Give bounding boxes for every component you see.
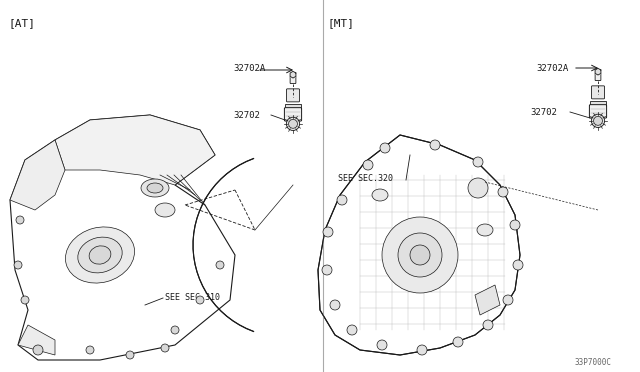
Circle shape <box>513 260 523 270</box>
Ellipse shape <box>477 224 493 236</box>
Circle shape <box>126 351 134 359</box>
Circle shape <box>323 227 333 237</box>
Circle shape <box>410 245 430 265</box>
Ellipse shape <box>89 246 111 264</box>
FancyBboxPatch shape <box>591 86 605 99</box>
Ellipse shape <box>147 183 163 193</box>
Circle shape <box>468 178 488 198</box>
Circle shape <box>503 295 513 305</box>
Circle shape <box>380 143 390 153</box>
Circle shape <box>377 340 387 350</box>
Text: [MT]: [MT] <box>328 18 355 28</box>
Bar <box>590 101 605 106</box>
Circle shape <box>591 114 605 128</box>
Circle shape <box>430 140 440 150</box>
Ellipse shape <box>65 227 134 283</box>
Polygon shape <box>595 68 601 75</box>
FancyBboxPatch shape <box>287 89 300 102</box>
Circle shape <box>171 326 179 334</box>
Ellipse shape <box>141 179 169 197</box>
Circle shape <box>382 217 458 293</box>
Text: 32702A: 32702A <box>536 64 568 73</box>
Circle shape <box>483 320 493 330</box>
Polygon shape <box>475 285 500 315</box>
Circle shape <box>286 117 300 131</box>
Text: SEE SEC.310: SEE SEC.310 <box>165 294 220 302</box>
Circle shape <box>33 345 43 355</box>
FancyBboxPatch shape <box>290 76 296 83</box>
Circle shape <box>347 325 357 335</box>
Circle shape <box>498 187 508 197</box>
Ellipse shape <box>78 237 122 273</box>
Text: [AT]: [AT] <box>8 18 35 28</box>
Circle shape <box>289 119 298 128</box>
Text: 32702A: 32702A <box>233 64 265 73</box>
Circle shape <box>161 344 169 352</box>
Circle shape <box>510 220 520 230</box>
Text: 32702: 32702 <box>530 108 557 116</box>
Circle shape <box>337 195 347 205</box>
Circle shape <box>21 296 29 304</box>
Text: SEE SEC.320: SEE SEC.320 <box>338 173 393 183</box>
Polygon shape <box>10 140 65 210</box>
Circle shape <box>16 216 24 224</box>
Circle shape <box>453 337 463 347</box>
Circle shape <box>593 116 602 125</box>
Ellipse shape <box>372 189 388 201</box>
FancyBboxPatch shape <box>595 73 601 80</box>
Polygon shape <box>18 325 55 355</box>
Ellipse shape <box>155 203 175 217</box>
FancyBboxPatch shape <box>284 108 301 121</box>
Circle shape <box>14 261 22 269</box>
Circle shape <box>363 160 373 170</box>
Circle shape <box>322 265 332 275</box>
Circle shape <box>86 346 94 354</box>
Circle shape <box>330 300 340 310</box>
Circle shape <box>417 345 427 355</box>
Circle shape <box>398 233 442 277</box>
Polygon shape <box>55 115 215 185</box>
Circle shape <box>196 296 204 304</box>
Text: 33P7000C: 33P7000C <box>575 358 612 367</box>
Polygon shape <box>290 71 296 78</box>
Polygon shape <box>10 115 235 360</box>
FancyBboxPatch shape <box>589 105 607 118</box>
Circle shape <box>216 261 224 269</box>
Polygon shape <box>318 135 520 355</box>
Text: 32702: 32702 <box>233 110 260 119</box>
Circle shape <box>473 157 483 167</box>
Bar <box>285 104 301 109</box>
